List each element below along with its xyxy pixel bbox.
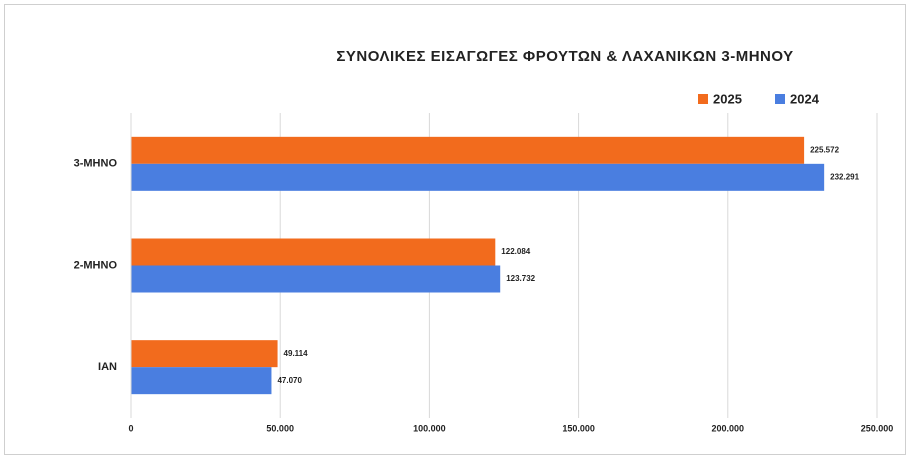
bar: [131, 238, 496, 266]
x-tick-label: 150.000: [562, 423, 595, 433]
y-tick-label: 2-ΜΗΝΟ: [74, 259, 118, 271]
value-label: 49.114: [284, 349, 309, 358]
x-tick-label: 250.000: [861, 423, 894, 433]
y-tick-label: ΙΑΝ: [98, 361, 117, 373]
bar: [131, 163, 825, 191]
legend-swatch: [775, 94, 785, 104]
chart-title: ΣΥΝΟΛΙΚΕΣ ΕΙΣΑΓΩΓΕΣ ΦΡΟΥΤΩΝ & ΛΑΧΑΝΙΚΩΝ …: [336, 48, 793, 65]
bar: [131, 340, 278, 368]
value-label: 47.070: [277, 376, 302, 385]
x-tick-label: 0: [128, 423, 133, 433]
legend-label: 2025: [713, 91, 742, 106]
value-label: 122.084: [501, 247, 530, 256]
legend-swatch: [698, 94, 708, 104]
value-label: 123.732: [506, 274, 535, 283]
bar: [131, 265, 501, 293]
legend-label: 2024: [790, 91, 820, 106]
x-tick-label: 200.000: [712, 423, 745, 433]
value-label: 232.291: [830, 172, 859, 181]
value-label: 225.572: [810, 145, 839, 154]
bar: [131, 136, 805, 164]
x-tick-label: 50.000: [266, 423, 294, 433]
y-tick-label: 3-ΜΗΝΟ: [74, 158, 118, 170]
bar: [131, 367, 272, 395]
x-tick-label: 100.000: [413, 423, 446, 433]
